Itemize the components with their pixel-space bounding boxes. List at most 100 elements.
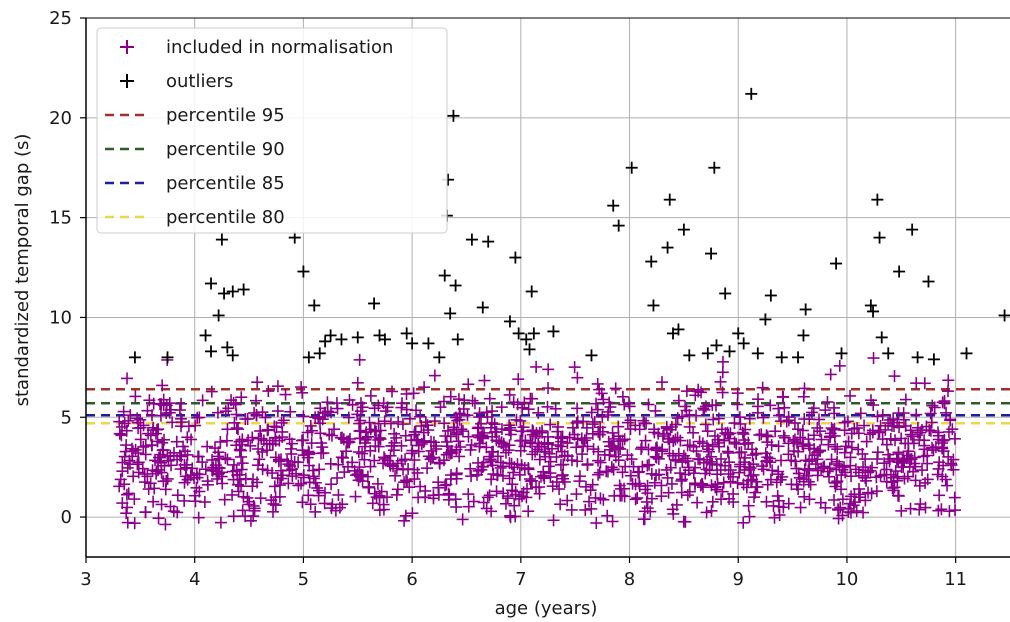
legend-item: percentile 85 xyxy=(105,173,285,194)
included-point xyxy=(364,460,377,473)
included-point xyxy=(251,376,264,389)
outlier-point xyxy=(523,343,536,356)
outlier-point xyxy=(205,277,218,290)
outlier-point xyxy=(799,303,812,316)
included-point xyxy=(166,416,179,429)
included-point xyxy=(706,457,719,470)
outlier-point xyxy=(199,329,212,342)
included-point xyxy=(196,394,209,407)
included-point xyxy=(639,434,652,447)
included-point xyxy=(854,407,867,420)
x-tick-label: 6 xyxy=(406,569,417,590)
included-point xyxy=(830,476,843,489)
included-point xyxy=(597,393,610,406)
included-point xyxy=(533,453,546,466)
included-point xyxy=(589,491,602,504)
included-point xyxy=(570,441,583,454)
included-point xyxy=(384,417,397,430)
included-point xyxy=(798,382,811,395)
included-point xyxy=(933,489,946,502)
included-point xyxy=(767,499,780,512)
outlier-point xyxy=(710,339,723,352)
included-point xyxy=(558,475,571,488)
included-point xyxy=(918,439,931,452)
included-point xyxy=(428,369,441,382)
included-point xyxy=(879,423,892,436)
included-point xyxy=(862,486,875,499)
outlier-point xyxy=(830,257,843,270)
outlier-point xyxy=(400,327,413,340)
included-point xyxy=(895,432,908,445)
included-point xyxy=(314,427,327,440)
included-point xyxy=(421,462,434,475)
included-point xyxy=(201,440,214,453)
included-point xyxy=(410,404,423,417)
outlier-point xyxy=(324,329,337,342)
included-point xyxy=(356,447,369,460)
included-point xyxy=(391,483,404,496)
y-tick-label: 10 xyxy=(49,307,72,328)
included-point xyxy=(209,459,222,472)
included-point xyxy=(549,402,562,415)
included-point xyxy=(618,433,631,446)
included-point xyxy=(656,445,669,458)
included-point xyxy=(942,450,955,463)
included-point xyxy=(756,381,769,394)
included-point xyxy=(813,413,826,426)
included-point xyxy=(828,493,841,506)
included-point xyxy=(773,409,786,422)
included-point xyxy=(948,432,961,445)
included-point xyxy=(641,502,654,515)
included-point xyxy=(321,405,334,418)
included-point xyxy=(751,406,764,419)
included-point xyxy=(593,466,606,479)
included-point xyxy=(698,403,711,416)
included-point xyxy=(621,416,634,429)
included-point xyxy=(454,408,467,421)
outlier-point xyxy=(351,331,364,344)
included-point xyxy=(515,425,528,438)
included-point xyxy=(276,469,289,482)
included-point xyxy=(683,420,696,433)
included-point xyxy=(712,412,725,425)
included-point xyxy=(341,460,354,473)
included-point xyxy=(427,489,440,502)
included-point xyxy=(324,457,337,470)
outlier-point xyxy=(607,199,620,212)
included-point xyxy=(418,381,431,394)
legend: included in normalisation outliers percent… xyxy=(96,27,448,234)
included-point xyxy=(414,410,427,423)
included-point xyxy=(588,415,601,428)
included-point xyxy=(772,440,785,453)
included-point xyxy=(254,425,267,438)
included-point xyxy=(271,472,284,485)
included-point xyxy=(232,423,245,436)
included-point xyxy=(551,425,564,438)
included-point xyxy=(503,419,516,432)
included-point xyxy=(638,417,651,430)
included-point xyxy=(585,502,598,515)
included-point xyxy=(568,361,581,374)
y-axis-title: standardized temporal gap (s) xyxy=(12,134,33,407)
included-point xyxy=(844,389,857,402)
included-point xyxy=(844,459,857,472)
included-point xyxy=(583,495,596,508)
included-point xyxy=(144,477,157,490)
x-tick-label: 7 xyxy=(515,569,526,590)
included-point xyxy=(508,461,521,474)
included-point xyxy=(123,454,136,467)
included-point xyxy=(267,497,280,510)
outlier-point xyxy=(447,109,460,122)
included-point xyxy=(353,353,366,366)
included-point xyxy=(871,453,884,466)
included-point xyxy=(499,497,512,510)
included-point xyxy=(142,427,155,440)
included-point xyxy=(625,453,638,466)
outlier-point xyxy=(444,307,457,320)
included-point xyxy=(120,488,133,501)
included-point xyxy=(942,374,955,387)
included-point xyxy=(823,462,836,475)
x-tick-label: 3 xyxy=(80,569,91,590)
x-tick-label: 10 xyxy=(835,569,858,590)
included-point xyxy=(708,430,721,443)
